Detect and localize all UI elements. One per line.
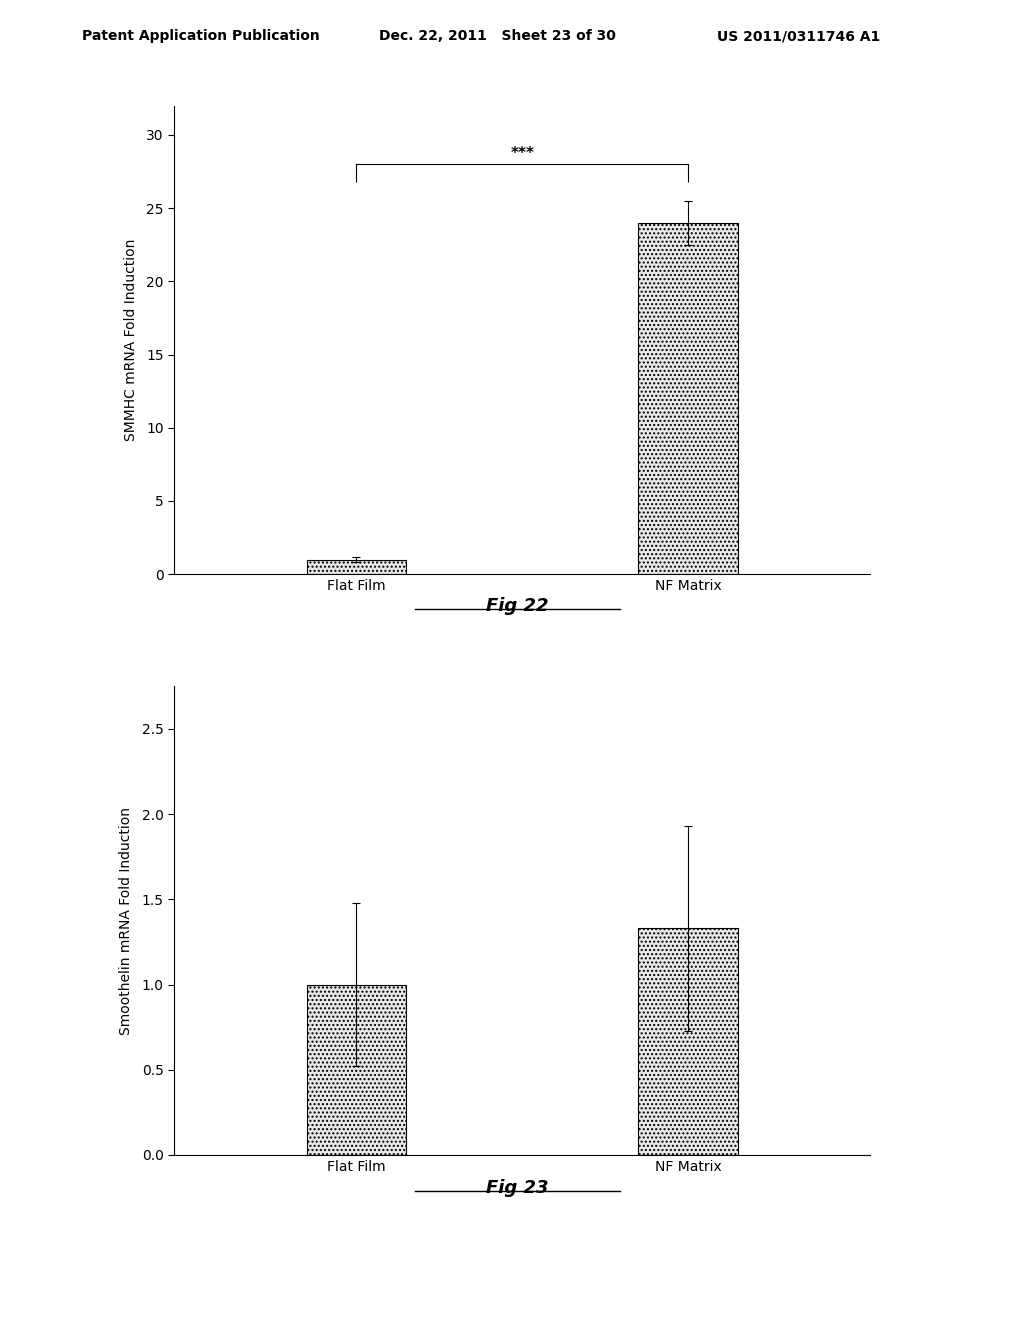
Text: Fig 22: Fig 22 (485, 597, 549, 615)
Text: Fig 23: Fig 23 (485, 1179, 549, 1197)
Text: ***: *** (510, 147, 535, 161)
Text: Dec. 22, 2011   Sheet 23 of 30: Dec. 22, 2011 Sheet 23 of 30 (379, 29, 615, 44)
Bar (638, 223, 737, 574)
Bar (638, 928, 737, 1155)
Bar (307, 560, 407, 574)
Text: Patent Application Publication: Patent Application Publication (82, 29, 319, 44)
Text: US 2011/0311746 A1: US 2011/0311746 A1 (717, 29, 880, 44)
Y-axis label: Smoothelin mRNA Fold Induction: Smoothelin mRNA Fold Induction (120, 807, 133, 1035)
Bar (307, 985, 407, 1155)
Y-axis label: SMMHC mRNA Fold Induction: SMMHC mRNA Fold Induction (124, 239, 137, 441)
